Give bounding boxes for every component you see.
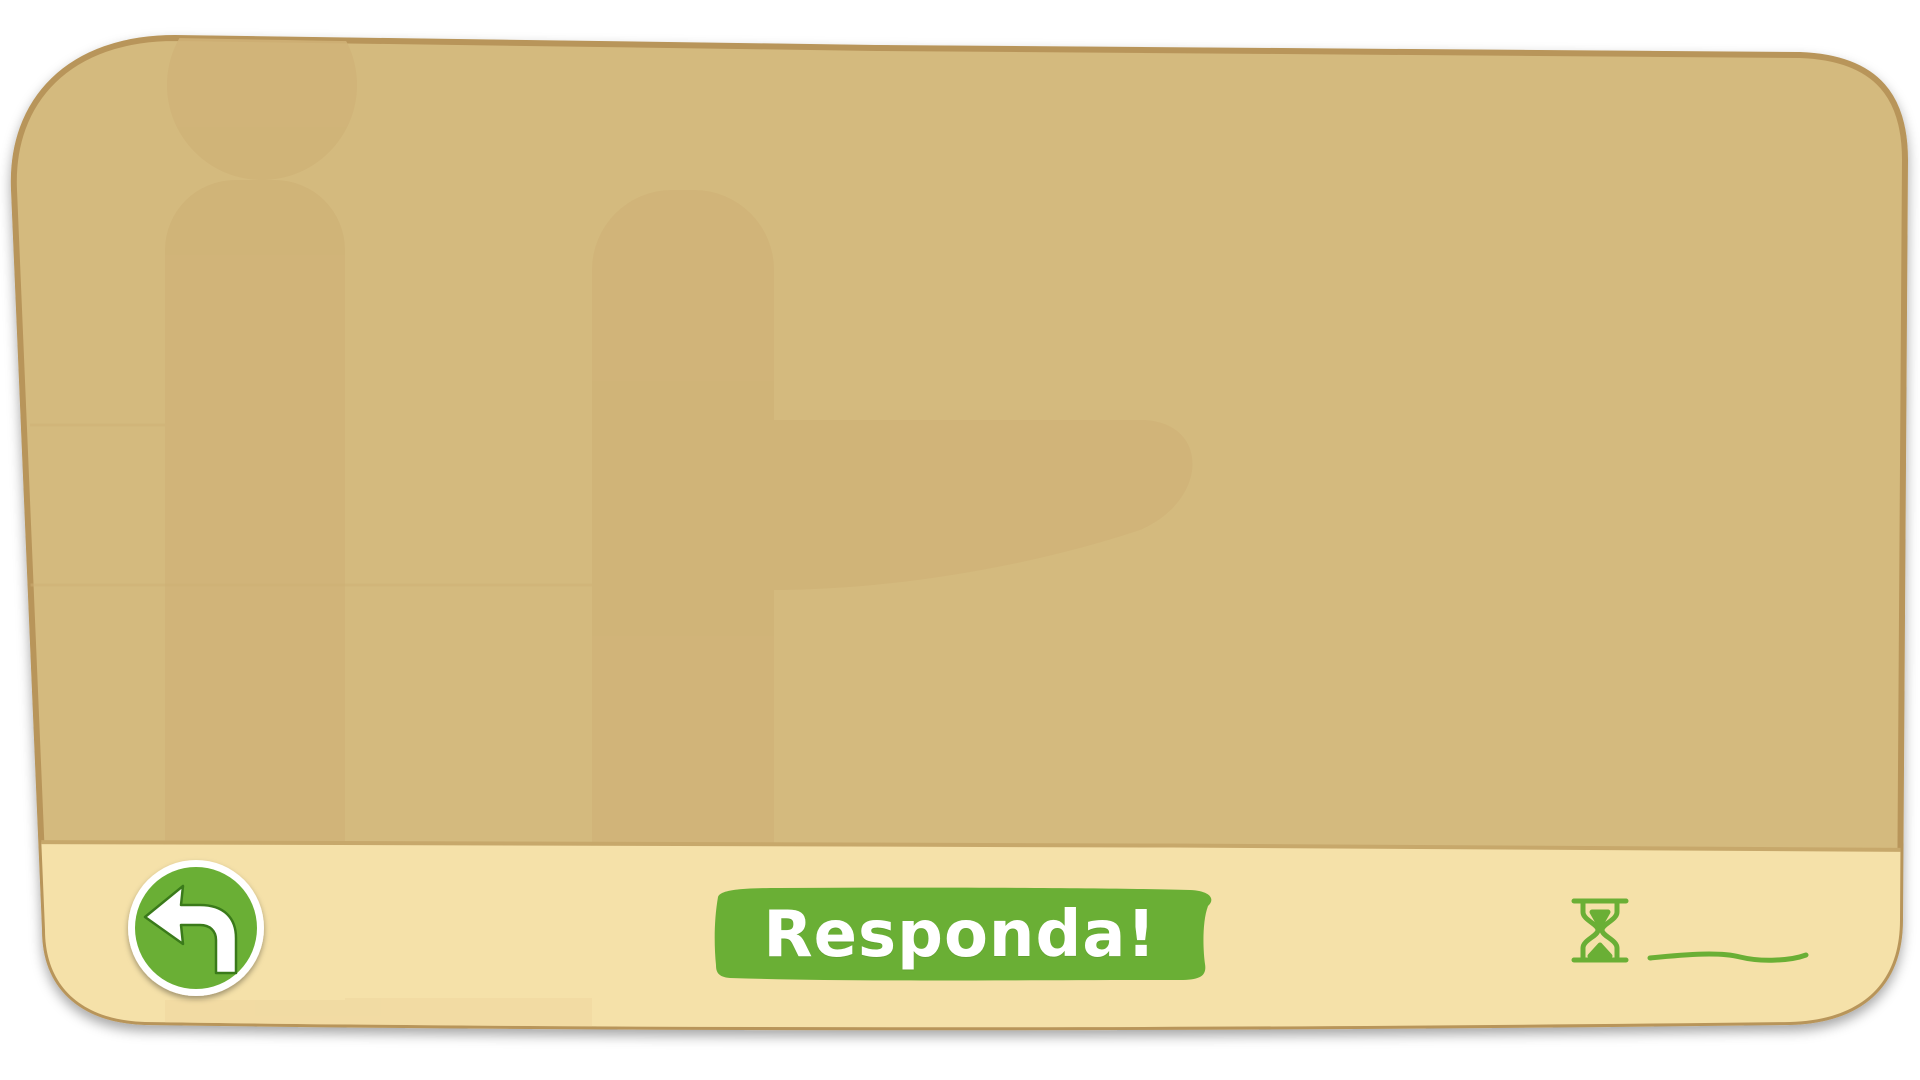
answer-button[interactable] (715, 886, 1210, 982)
hourglass-icon (1571, 898, 1629, 963)
back-button[interactable] (128, 860, 264, 996)
answer-button-shape (714, 887, 1212, 981)
timer-underline (1647, 951, 1809, 963)
timer-value (1650, 905, 1810, 953)
back-arrow-icon (143, 884, 238, 975)
